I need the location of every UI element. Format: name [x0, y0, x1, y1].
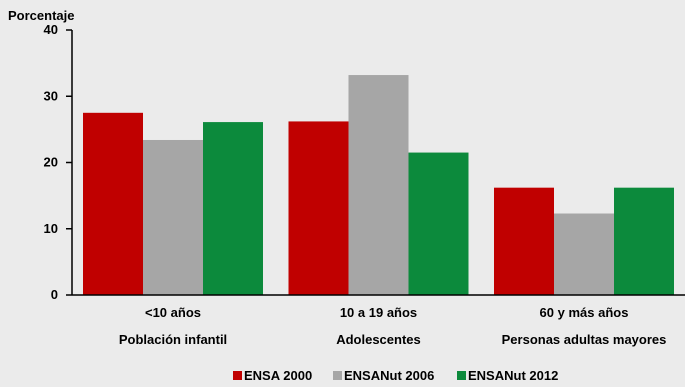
- x-group-label: Personas adultas mayores: [502, 332, 667, 347]
- bar-2-3: [554, 213, 614, 295]
- y-tick-label: 0: [51, 287, 58, 302]
- bar-3-2: [408, 152, 469, 295]
- x-axis: <10 años Población infantil 10 a 19 años Ad…: [72, 294, 685, 347]
- legend-swatch: [233, 371, 242, 380]
- legend: ENSA 2000 ENSANut 2006 ENSANut 2012: [233, 368, 558, 383]
- bar-1-2: [288, 121, 349, 295]
- y-tick-label: 30: [44, 88, 58, 103]
- y-tick-label: 10: [44, 221, 58, 236]
- bars: [83, 75, 674, 296]
- y-axis: 0 10 20 30 40: [44, 22, 73, 302]
- legend-swatch: [333, 371, 342, 380]
- legend-label: ENSA 2000: [244, 368, 312, 383]
- legend-label: ENSANut 2006: [344, 368, 434, 383]
- x-category-label: 10 a 19 años: [340, 305, 417, 320]
- y-axis-label: Porcentaje: [8, 8, 74, 23]
- legend-label: ENSANut 2012: [468, 368, 558, 383]
- bar-3-3: [614, 187, 674, 295]
- y-tick-label: 20: [44, 155, 58, 170]
- bar-3-1: [203, 122, 263, 296]
- bar-1-3: [494, 187, 554, 295]
- bar-2-1: [143, 139, 203, 295]
- y-tick-label: 40: [44, 22, 58, 37]
- x-category-label: <10 años: [145, 305, 201, 320]
- x-group-label: Población infantil: [119, 332, 227, 347]
- legend-swatch: [457, 371, 466, 380]
- x-group-label: Adolescentes: [336, 332, 421, 347]
- bar-2-2: [348, 75, 409, 295]
- bar-1-1: [83, 112, 143, 295]
- x-category-label: 60 y más años: [540, 305, 629, 320]
